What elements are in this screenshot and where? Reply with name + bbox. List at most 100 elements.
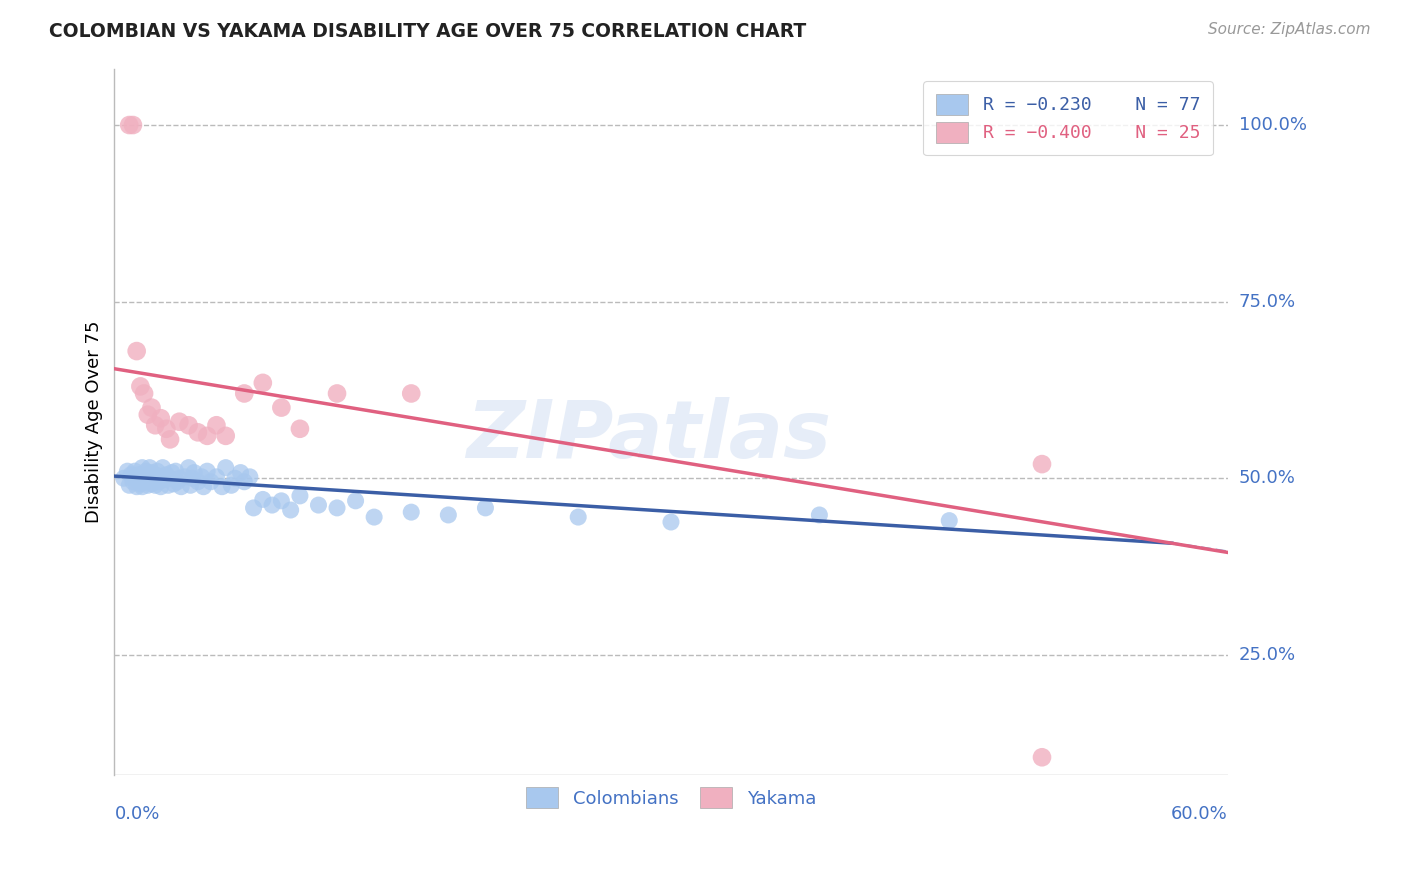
Point <box>141 466 163 480</box>
Point <box>200 475 222 489</box>
Point <box>195 429 218 443</box>
Point <box>155 467 177 482</box>
Point <box>177 460 200 475</box>
Point <box>149 470 172 484</box>
Point <box>138 460 160 475</box>
Point <box>190 470 212 484</box>
Point <box>179 478 201 492</box>
Point <box>143 478 166 492</box>
Text: COLOMBIAN VS YAKAMA DISABILITY AGE OVER 75 CORRELATION CHART: COLOMBIAN VS YAKAMA DISABILITY AGE OVER … <box>49 22 807 41</box>
Point <box>938 514 960 528</box>
Point <box>187 475 209 489</box>
Point <box>174 470 197 484</box>
Point <box>159 471 181 485</box>
Point <box>131 460 153 475</box>
Point <box>125 471 148 485</box>
Point <box>169 471 191 485</box>
Point <box>344 493 367 508</box>
Point <box>135 464 157 478</box>
Point <box>221 478 243 492</box>
Point <box>270 493 292 508</box>
Point <box>215 429 238 443</box>
Point <box>193 480 215 494</box>
Point <box>141 401 163 415</box>
Point <box>122 475 145 489</box>
Text: 75.0%: 75.0% <box>1239 293 1296 310</box>
Point <box>125 344 148 359</box>
Point <box>252 492 274 507</box>
Point <box>124 464 146 478</box>
Point <box>143 467 166 482</box>
Point <box>135 473 157 487</box>
Point <box>280 503 302 517</box>
Point <box>165 464 187 478</box>
Point <box>233 475 256 489</box>
Point <box>120 467 142 482</box>
Point <box>229 466 252 480</box>
Text: 0.0%: 0.0% <box>114 805 160 823</box>
Point <box>215 460 238 475</box>
Point <box>308 498 330 512</box>
Point <box>262 498 284 512</box>
Point <box>187 425 209 440</box>
Point <box>118 118 141 132</box>
Text: 50.0%: 50.0% <box>1239 469 1295 487</box>
Point <box>808 508 831 522</box>
Point <box>131 480 153 494</box>
Point <box>148 475 170 489</box>
Point <box>118 478 141 492</box>
Point <box>149 480 172 494</box>
Point <box>136 408 159 422</box>
Point <box>157 478 180 492</box>
Point <box>169 415 191 429</box>
Point <box>659 515 682 529</box>
Point <box>233 386 256 401</box>
Point <box>205 470 228 484</box>
Text: 60.0%: 60.0% <box>1171 805 1227 823</box>
Point <box>326 386 349 401</box>
Text: ZIPatlas: ZIPatlas <box>467 397 831 475</box>
Point <box>205 418 228 433</box>
Text: 25.0%: 25.0% <box>1239 646 1296 664</box>
Point <box>149 411 172 425</box>
Point <box>152 460 174 475</box>
Point <box>160 466 183 480</box>
Point <box>128 473 150 487</box>
Text: Source: ZipAtlas.com: Source: ZipAtlas.com <box>1208 22 1371 37</box>
Point <box>270 401 292 415</box>
Point <box>138 471 160 485</box>
Point <box>437 508 460 522</box>
Point <box>252 376 274 390</box>
Point <box>146 464 169 478</box>
Point <box>181 471 204 485</box>
Point <box>195 464 218 478</box>
Point <box>131 471 153 485</box>
Point <box>122 118 145 132</box>
Point <box>166 475 188 489</box>
Point <box>163 476 186 491</box>
Point <box>142 471 165 485</box>
Point <box>363 510 385 524</box>
Point <box>117 464 139 478</box>
Point <box>153 473 176 487</box>
Point <box>1031 750 1053 764</box>
Point <box>1031 457 1053 471</box>
Y-axis label: Disability Age Over 75: Disability Age Over 75 <box>86 320 103 523</box>
Legend: Colombians, Yakama: Colombians, Yakama <box>519 780 824 815</box>
Point <box>399 505 422 519</box>
Point <box>128 467 150 482</box>
Point <box>474 500 496 515</box>
Point <box>129 379 152 393</box>
Point <box>155 422 177 436</box>
Point <box>170 480 193 494</box>
Point <box>567 510 589 524</box>
Point <box>288 489 311 503</box>
Point <box>242 500 264 515</box>
Point <box>239 470 262 484</box>
Point <box>211 480 233 494</box>
Text: 100.0%: 100.0% <box>1239 116 1306 134</box>
Point <box>122 471 145 485</box>
Point <box>132 475 155 489</box>
Point <box>177 418 200 433</box>
Point <box>183 466 205 480</box>
